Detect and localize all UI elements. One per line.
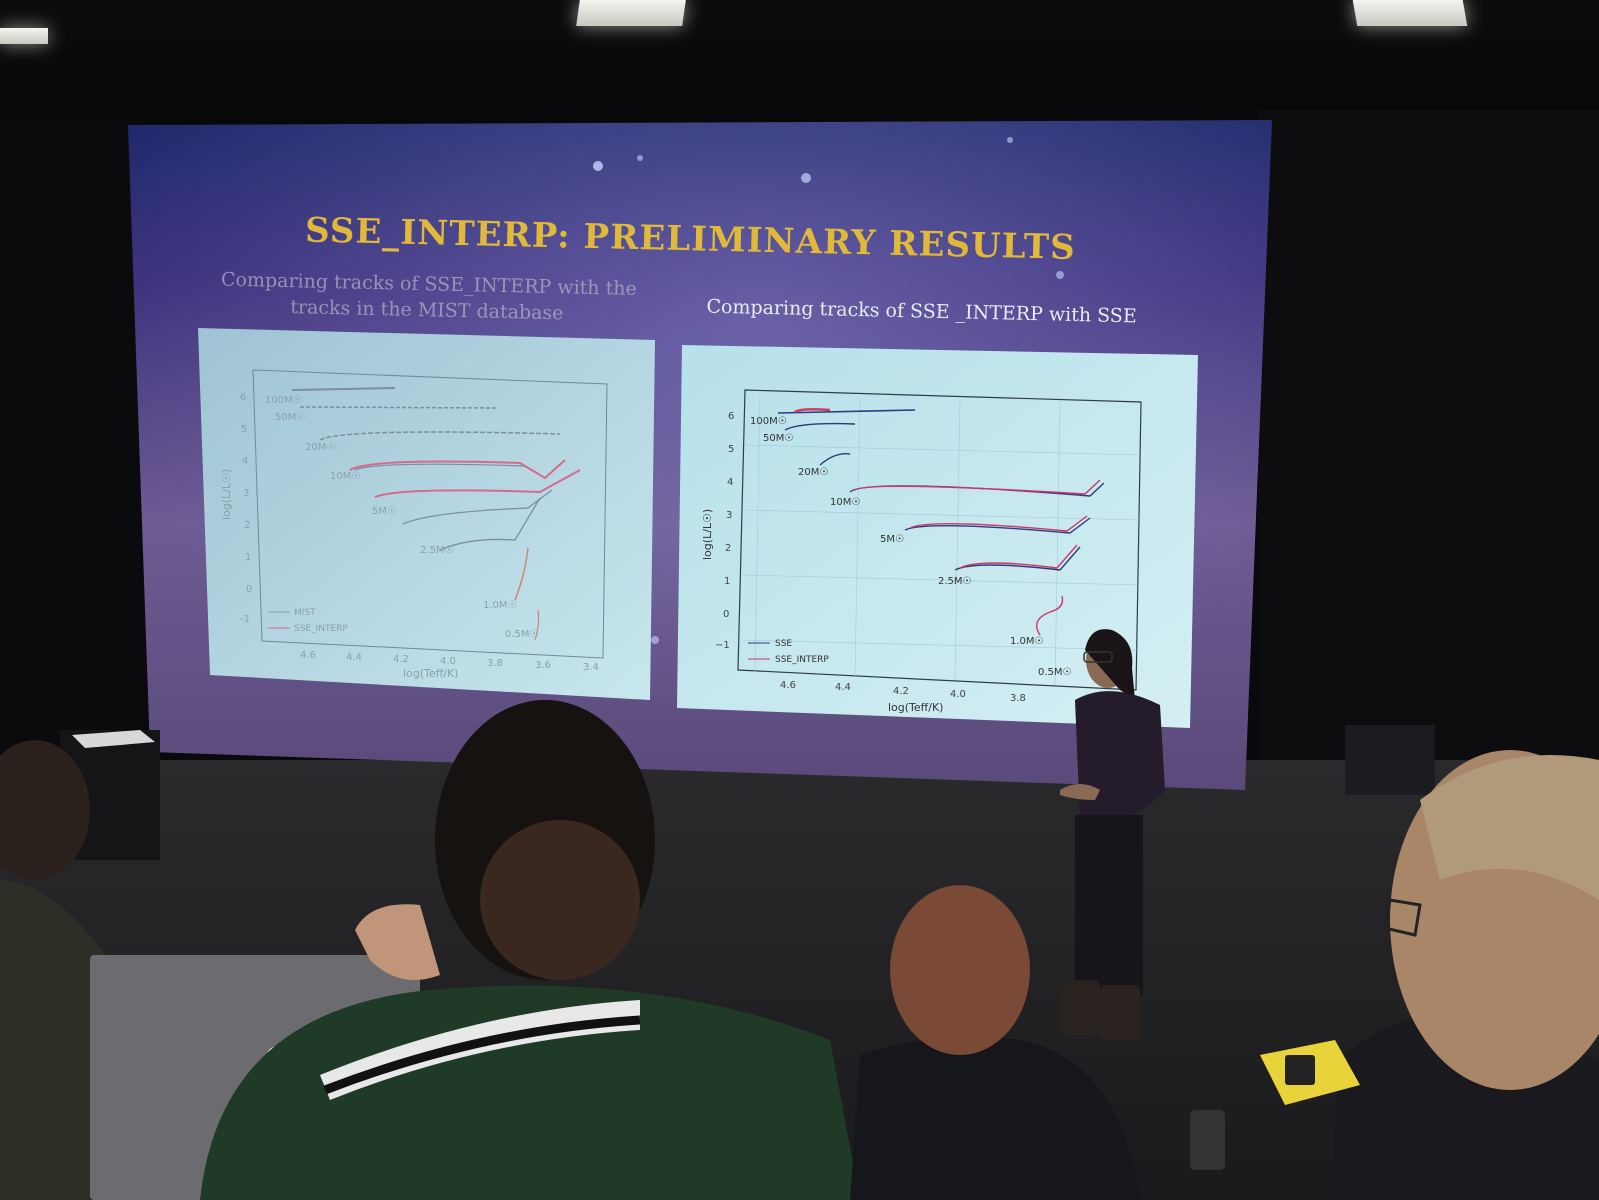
left-xtick: 4.0 — [440, 656, 456, 667]
right-ytick: 2 — [725, 543, 731, 554]
right-xtick: 4.0 — [950, 689, 966, 700]
right-xtick: 4.6 — [780, 680, 796, 691]
right-legend-entry: SSE — [775, 639, 792, 649]
left-xtick: 4.2 — [393, 654, 409, 665]
right-ytick: 3 — [726, 510, 732, 521]
left-xlabel: log(Teff/K) — [403, 667, 458, 680]
left-xtick: 3.8 — [487, 658, 503, 669]
right-ytick: 4 — [727, 477, 733, 488]
right-mass-label: 20M☉ — [798, 467, 828, 478]
right-mass-label: 0.5M☉ — [1038, 667, 1072, 678]
left-ytick: 5 — [241, 424, 247, 435]
left-xtick: 3.4 — [583, 662, 599, 673]
right-ytick: 6 — [728, 411, 734, 422]
right-mass-label: 100M☉ — [750, 416, 787, 427]
right-xlabel: log(Teff/K) — [888, 701, 943, 714]
right-hr-diagram: 6 5 4 3 2 1 0 −1 log(L/L☉) 4.6 4.4 4.2 4… — [677, 345, 1198, 728]
right-mass-label: 1.0M☉ — [1010, 636, 1044, 647]
left-xtick: 3.6 — [535, 660, 551, 671]
right-mass-label: 10M☉ — [830, 497, 860, 508]
left-ytick: 1 — [245, 552, 251, 563]
left-ytick: -1 — [240, 614, 250, 625]
left-mass-label: 5M☉ — [372, 506, 396, 517]
left-ytick: 3 — [243, 488, 249, 499]
presenter — [1060, 629, 1165, 1040]
right-ytick: 5 — [728, 444, 734, 455]
left-mass-label: 1.0M☉ — [483, 600, 517, 611]
right-ytick: 0 — [723, 609, 729, 620]
left-legend-entry: SSE_INTERP — [294, 624, 348, 634]
left-mass-label: 20M☉ — [305, 442, 335, 453]
left-mass-label: 50M☉ — [275, 412, 305, 423]
right-ytick: 1 — [724, 576, 730, 587]
right-xtick: 3.8 — [1010, 693, 1026, 704]
left-ytick: 4 — [242, 456, 248, 467]
ceiling-light — [0, 28, 48, 44]
left-ytick: 0 — [246, 584, 252, 595]
left-hr-diagram: 4.6 4.4 4.2 4.0 3.8 3.6 3.4 log(Teff/K) … — [198, 328, 655, 700]
right-xtick: 4.4 — [835, 682, 851, 693]
audience — [0, 700, 1599, 1200]
left-mass-label: 0.5M☉ — [505, 629, 539, 640]
right-mass-label: 2.5M☉ — [938, 576, 972, 587]
left-ytick: 2 — [244, 520, 250, 531]
right-mass-label: 50M☉ — [763, 433, 793, 444]
left-ytick: 6 — [240, 392, 246, 403]
right-ytick: −1 — [715, 640, 730, 651]
left-legend-entry: MIST — [294, 608, 316, 618]
right-xtick: 4.2 — [893, 686, 909, 697]
monitor — [1345, 725, 1435, 795]
left-xtick: 4.6 — [300, 650, 316, 661]
left-mass-label: 2.5M☉ — [420, 545, 454, 556]
left-mass-label: 100M☉ — [265, 395, 302, 406]
left-xtick: 4.4 — [346, 652, 362, 663]
right-ylabel: log(L/L☉) — [701, 509, 714, 560]
left-ylabel: log(L/L☉) — [220, 469, 233, 520]
right-mass-label: 5M☉ — [880, 534, 904, 545]
right-legend-entry: SSE_INTERP — [775, 655, 829, 665]
left-mass-label: 10M☉ — [330, 471, 360, 482]
